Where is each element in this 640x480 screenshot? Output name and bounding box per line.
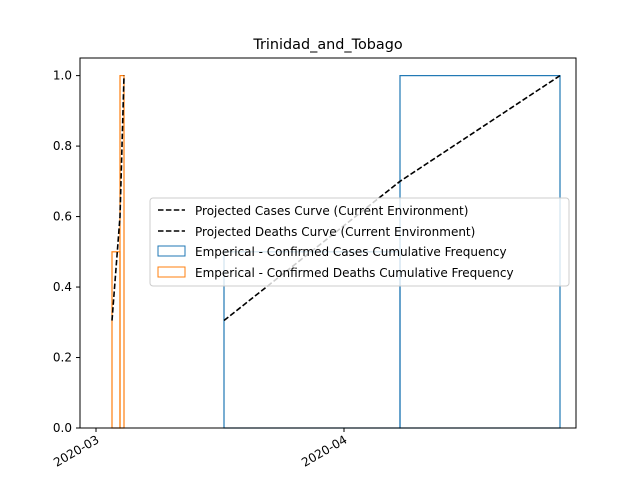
y-tick-label: 0.0 (53, 421, 72, 435)
y-axis: 0.0 0.2 0.4 0.6 0.8 1.0 (53, 69, 80, 435)
y-tick-label: 0.4 (53, 280, 72, 294)
y-tick-label: 0.2 (53, 351, 72, 365)
legend-label-empirical-cases: Emperical - Confirmed Cases Cumulative F… (195, 245, 507, 259)
legend-swatch-empirical-cases (157, 245, 186, 257)
legend-box (149, 197, 570, 287)
plot-frame (79, 57, 577, 429)
legend-swatch-empirical-deaths (157, 266, 186, 278)
y-tick-label: 0.8 (53, 139, 72, 153)
y-tick-label: 0.6 (53, 210, 72, 224)
projected-line-series-1 (111, 75, 125, 321)
chart-title: Trinidad_and_Tobago (252, 37, 402, 53)
legend-label-projected-cases: Projected Cases Curve (Current Environme… (195, 204, 468, 218)
legend: Projected Cases Curve (Current Environme… (149, 197, 570, 287)
legend-label-empirical-deaths: Emperical - Confirmed Deaths Cumulative … (195, 266, 514, 280)
legend-label-projected-deaths: Projected Deaths Curve (Current Environm… (195, 225, 475, 239)
y-tick-label: 1.0 (53, 69, 72, 83)
